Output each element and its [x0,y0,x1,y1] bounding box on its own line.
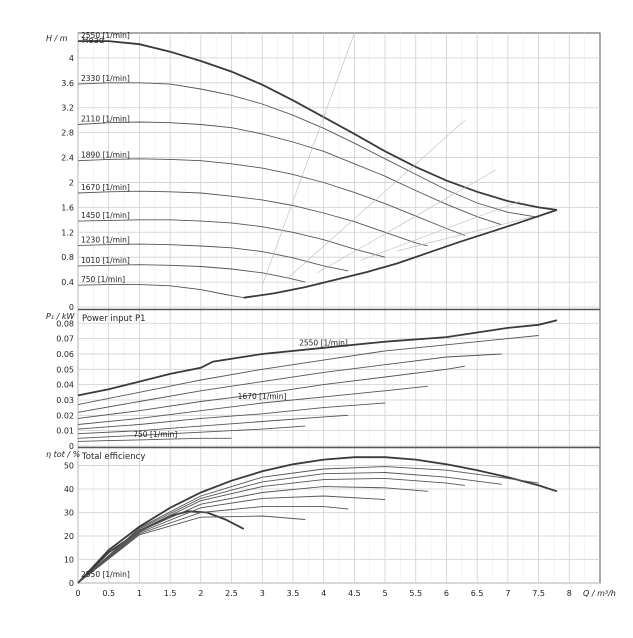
series-line [77,121,502,226]
x-tick-label: 5 [383,589,388,598]
x-tick-label: 5.5 [409,589,422,598]
y-tick-label: 0.02 [56,411,74,420]
series-line [77,365,465,419]
series-line [77,515,306,584]
y-tick-label: 50 [64,461,74,470]
y-tick-label: 0.8 [61,253,74,262]
series-label: 2550 [1/min] [299,339,348,348]
panel-title: Total efficiency [81,452,145,462]
x-tick-label: 6.5 [471,589,484,598]
y-tick-label: 0.06 [56,350,74,359]
series-label: 2110 [1/min] [81,115,130,124]
y-axis-label: P₁ / kW [46,312,75,321]
y-tick-label: 0 [69,579,74,588]
series-line [77,425,306,439]
y-tick-label: 0 [69,303,74,312]
y-tick-label: 1.6 [61,203,74,212]
iso-efficiency-line [360,200,521,261]
y-tick-label: 40 [64,485,74,494]
y-tick-label: 2.4 [61,154,74,163]
x-tick-label: 2 [198,589,203,598]
iso-efficiency-line [397,216,533,252]
series-line [77,472,502,584]
series-label: 750 [1/min] [133,430,177,439]
series-line [77,158,466,236]
series-label: 750 [1/min] [81,275,125,284]
series-line [77,82,539,218]
y-axis-label: η tot / % [46,450,80,459]
series-line [77,219,386,258]
series-line [77,402,386,430]
y-tick-label: 0 [69,442,74,451]
vertical-gridlines [77,33,585,583]
series-line [77,319,558,397]
x-tick-label: 2.5 [225,589,238,598]
series-line [77,477,465,584]
y-tick-label: 0.03 [56,396,74,405]
series-line [77,190,429,247]
series-line [77,353,502,413]
series-line [243,209,558,299]
iso-efficiency-line [261,32,355,286]
x-tick-label: 4 [321,589,326,598]
series-line [77,264,306,283]
y-tick-label: 4 [69,54,74,63]
x-tick-label: 1 [137,589,142,598]
x-tick-label: 8 [567,589,572,598]
iso-efficiency-line [286,119,466,280]
series-label: 2550 [1/min] [81,570,130,579]
series-label: 1230 [1/min] [81,235,130,244]
y-tick-label: 3.6 [61,79,74,88]
y-tick-label: 20 [64,532,74,541]
x-tick-label: 0.5 [102,589,115,598]
series-label: 2550 [1/min] [81,31,130,40]
y-tick-label: 0.01 [56,427,74,436]
y-tick-label: 0.4 [61,278,74,287]
series-line [77,486,429,584]
series-line [77,506,349,584]
series-label: 1890 [1/min] [81,151,130,160]
y-tick-label: 3.2 [61,104,74,113]
y-tick-label: 0.07 [56,335,74,344]
series-line [77,385,429,425]
y-tick-label: 0.04 [56,381,74,390]
y-tick-label: 10 [64,555,74,564]
x-tick-label: 7 [505,589,510,598]
y-tick-label: 1.2 [61,228,74,237]
y-axis-label: H / m [46,34,68,43]
x-tick-label: 6 [444,589,449,598]
y-tick-label: 2.8 [61,129,74,138]
x-axis-label: Q / m³/h [583,589,616,598]
y-tick-label: 0.05 [56,365,74,374]
y-tick-label: 2 [69,178,74,187]
series-line [77,456,558,584]
x-tick-label: 1.5 [164,589,177,598]
series-line [77,335,539,406]
series-label: 1670 [1/min] [238,392,287,401]
x-tick-label: 4.5 [348,589,361,598]
power-panel: 0 0.01 0.02 0.03 0.04 0.05 0.06 0.07 0.08 Power i… [46,308,600,451]
series-line [77,495,386,584]
iso-efficiency-line [317,169,496,274]
series-line [77,437,232,442]
y-tick-label: 0.08 [56,319,74,328]
series-label: 1010 [1/min] [81,256,130,265]
series-line [77,466,539,584]
panel-title: Power input P1 [82,314,146,324]
series-line [77,414,349,435]
x-tick-label: 3 [260,589,265,598]
x-tick-label: 3.5 [287,589,300,598]
x-tick-label: 0 [75,589,80,598]
series-label: 1670 [1/min] [81,183,130,192]
y-tick-label: 30 [64,508,74,517]
x-tick-label: 7.5 [532,589,545,598]
series-label: 2330 [1/min] [81,74,130,83]
series-line [77,243,349,272]
series-label: 1450 [1/min] [81,211,130,220]
series-line [77,284,244,299]
